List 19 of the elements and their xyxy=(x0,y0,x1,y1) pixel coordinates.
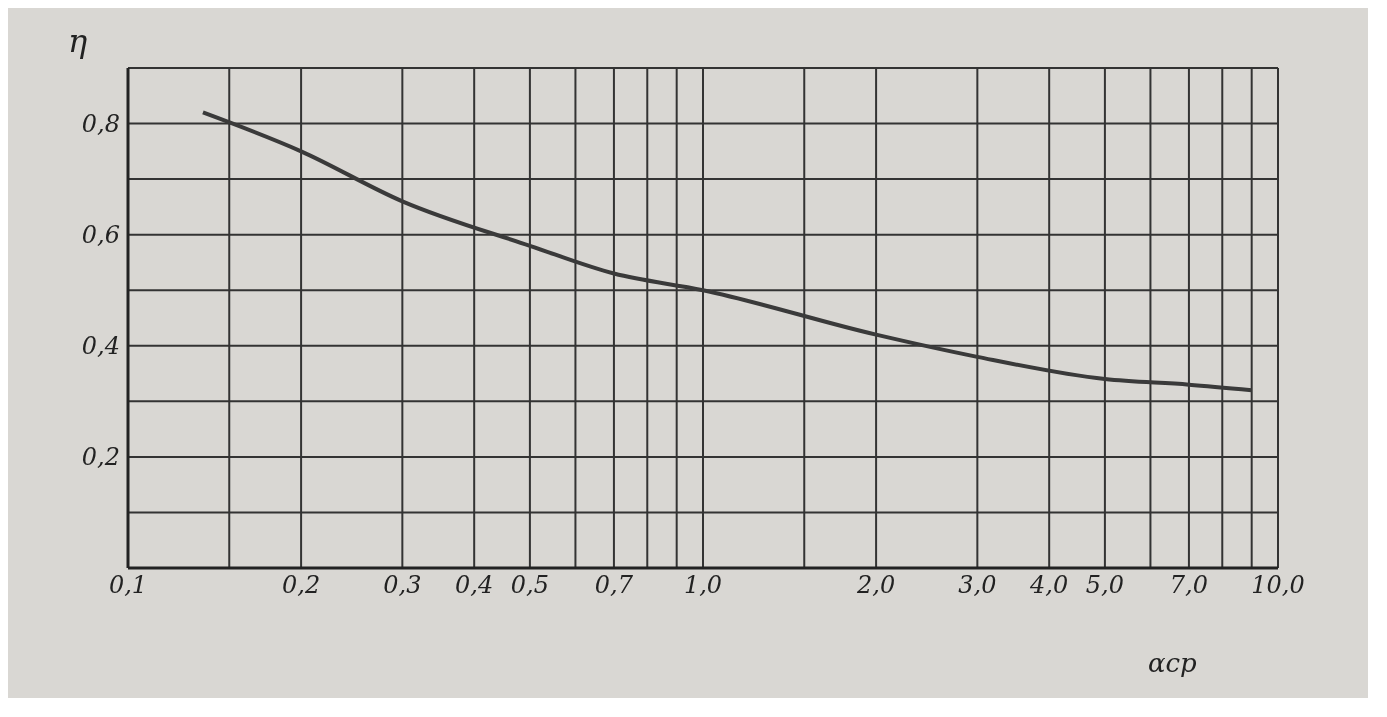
x-tick-label: 4,0 xyxy=(1029,571,1069,600)
x-tick-label: 5,0 xyxy=(1085,571,1124,600)
x-tick-label: 3,0 xyxy=(958,571,997,600)
x-tick-label: 7,0 xyxy=(1169,571,1209,600)
y-tick-label: 0,2 xyxy=(81,443,120,472)
y-tick-label: 0,4 xyxy=(81,332,120,361)
x-tick-label: 10,0 xyxy=(1251,571,1305,600)
y-axis-title: η xyxy=(68,22,88,60)
x-tick-label: 0,4 xyxy=(455,571,494,600)
y-tick-label: 0,8 xyxy=(81,110,120,139)
x-tick-label: 0,5 xyxy=(510,571,549,600)
x-tick-label: 0,1 xyxy=(108,571,148,600)
x-tick-label: 2,0 xyxy=(856,571,896,600)
x-tick-label: 0,3 xyxy=(383,571,422,600)
x-axis-title: αср xyxy=(1148,648,1197,678)
x-tick-label: 0,2 xyxy=(282,571,321,600)
y-tick-label: 0,6 xyxy=(81,221,120,250)
x-tick-label: 1,0 xyxy=(683,571,723,600)
x-tick-label: 0,7 xyxy=(594,571,634,600)
